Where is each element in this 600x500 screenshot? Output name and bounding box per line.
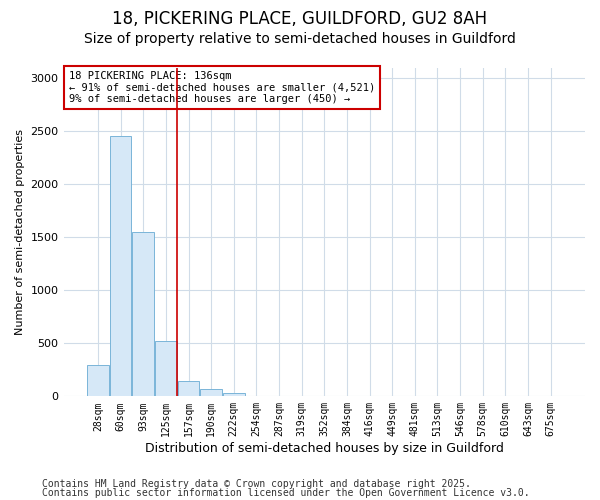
Bar	[133, 232, 154, 396]
Y-axis label: Number of semi-detached properties: Number of semi-detached properties	[15, 129, 25, 335]
X-axis label: Distribution of semi-detached houses by size in Guildford: Distribution of semi-detached houses by …	[145, 442, 504, 455]
Text: 18, PICKERING PLACE, GUILDFORD, GU2 8AH: 18, PICKERING PLACE, GUILDFORD, GU2 8AH	[112, 10, 488, 28]
Bar	[200, 390, 222, 396]
Text: Contains HM Land Registry data © Crown copyright and database right 2025.: Contains HM Land Registry data © Crown c…	[42, 479, 471, 489]
Bar	[178, 382, 199, 396]
Text: Contains public sector information licensed under the Open Government Licence v3: Contains public sector information licen…	[42, 488, 530, 498]
Text: Size of property relative to semi-detached houses in Guildford: Size of property relative to semi-detach…	[84, 32, 516, 46]
Bar	[155, 340, 176, 396]
Bar	[223, 393, 245, 396]
Bar	[110, 136, 131, 396]
Text: 18 PICKERING PLACE: 136sqm
← 91% of semi-detached houses are smaller (4,521)
9% : 18 PICKERING PLACE: 136sqm ← 91% of semi…	[69, 71, 375, 104]
Bar	[87, 364, 109, 396]
